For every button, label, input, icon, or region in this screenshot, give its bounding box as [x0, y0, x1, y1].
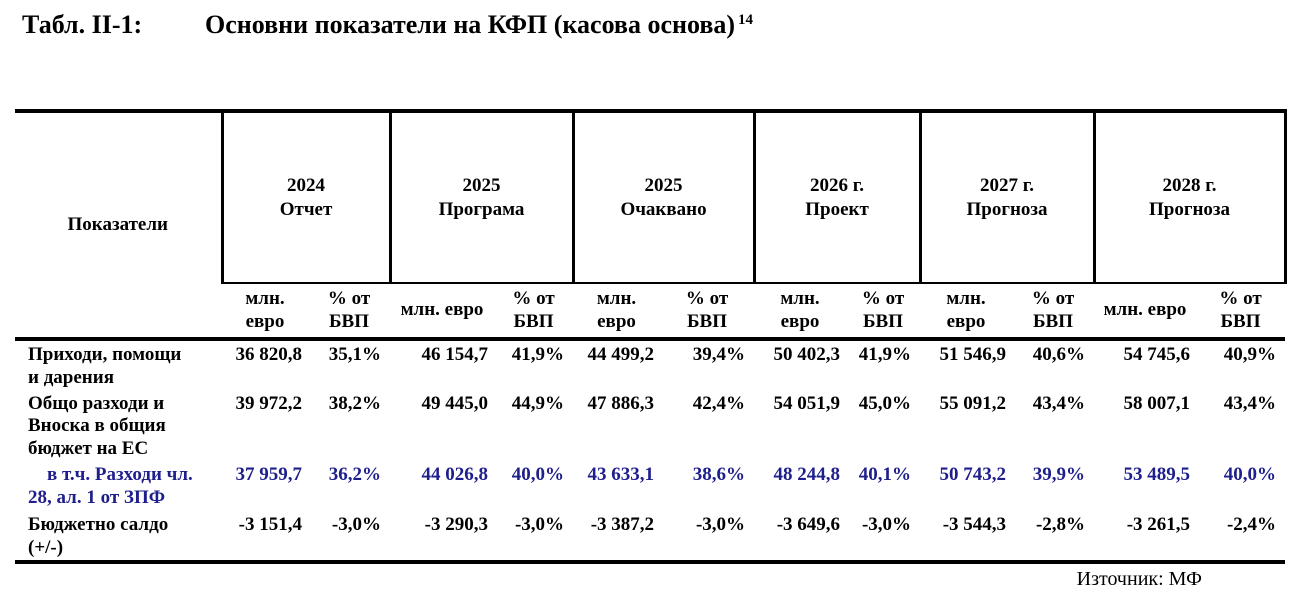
- value-cell: 51 546,9: [939, 344, 1007, 365]
- value-cell: 55 091,2: [939, 392, 1007, 414]
- value-cell: 36,2%: [328, 463, 381, 485]
- value-cell: -3,0%: [331, 513, 381, 535]
- value-cell: -3 290,3: [424, 513, 488, 535]
- subheader-pct-gdp: % от БВП: [1196, 283, 1286, 341]
- year-header-2025-program: 2025 Програма: [388, 111, 574, 284]
- table-row-budget-balance: Бюджетно салдо (+/-) -3 151,4 -3,0% -3 2…: [15, 511, 1285, 562]
- value-cell: 45,0%: [858, 392, 912, 414]
- value-cell: 39 972,2: [235, 392, 303, 414]
- year-header-2024-report: 2024 Отчет: [220, 111, 390, 284]
- value-cell: 40,0%: [1223, 463, 1277, 485]
- value-cell: 46 154,7: [421, 344, 489, 365]
- subheader-mln-euro: млн. евро: [573, 283, 661, 341]
- table-row-expenditures-art28: в т.ч. Разходи чл. 28, ал. 1 от ЗПФ 37 9…: [15, 461, 1285, 511]
- year-header-2026-project: 2026 г. Проект: [752, 111, 921, 284]
- value-cell: 39,9%: [1032, 463, 1086, 485]
- value-cell: 43,4%: [1032, 392, 1086, 414]
- subheader-mln-euro: млн. евро: [390, 283, 494, 341]
- column-header-indicators: Показатели: [15, 111, 222, 341]
- value-cell: -3,0%: [695, 513, 746, 535]
- kfp-indicators-table: Показатели 2024 Отчет 2025 Програма 2025…: [15, 109, 1287, 564]
- value-cell: 35,1%: [328, 344, 381, 365]
- value-cell: 39,4%: [692, 344, 746, 365]
- value-cell: 44 499,2: [587, 344, 655, 365]
- value-cell: 40,1%: [858, 463, 912, 485]
- page-title: Табл. II-1: Основни показатели на КФП (ка…: [22, 10, 753, 40]
- value-cell: 41,9%: [511, 344, 565, 365]
- value-cell: 37 959,7: [235, 463, 303, 485]
- value-cell: -3 544,3: [942, 513, 1007, 535]
- value-cell: 50 402,3: [773, 344, 841, 365]
- value-cell: -3,0%: [514, 513, 565, 535]
- subheader-pct-gdp: % от БВП: [308, 283, 390, 341]
- table-number-label: Табл. II-1:: [22, 10, 143, 39]
- subheader-pct-gdp: % от БВП: [1012, 283, 1095, 341]
- row-label-expenditures: Общо разходи и Вноска в общия бюджет на …: [28, 392, 166, 460]
- year-header-2028-forecast: 2028 г. Прогноза: [1092, 111, 1287, 284]
- subheader-mln-euro: млн. евро: [920, 283, 1013, 341]
- year-header-2025-expected: 2025 Очаквано: [571, 111, 755, 284]
- value-cell: -3,0%: [861, 513, 912, 535]
- value-cell: 43,4%: [1223, 392, 1277, 414]
- value-cell: -2,8%: [1035, 513, 1086, 535]
- unit-subheader-row: млн. евро % от БВП млн. евро % от БВП мл…: [15, 283, 1286, 341]
- value-cell: 38,6%: [692, 463, 746, 485]
- value-cell: -3 261,5: [1126, 513, 1191, 535]
- value-cell: 42,4%: [692, 392, 746, 414]
- value-cell: 49 445,0: [421, 392, 489, 414]
- value-cell: 38,2%: [328, 392, 381, 414]
- subheader-mln-euro: млн. евро: [222, 283, 308, 341]
- value-cell: 43 633,1: [587, 463, 655, 485]
- value-cell: -3 387,2: [590, 513, 655, 535]
- value-cell: 40,9%: [1223, 344, 1277, 365]
- subheader-pct-gdp: % от БВП: [846, 283, 921, 341]
- footnote-reference: 14: [738, 12, 754, 28]
- row-label-budget-balance: Бюджетно салдо (+/-): [28, 513, 169, 558]
- subheader-pct-gdp: % от БВП: [660, 283, 755, 341]
- subheader-pct-gdp: % от БВП: [494, 283, 574, 341]
- value-cell: 36 820,8: [235, 344, 303, 365]
- value-cell: 47 886,3: [587, 392, 655, 414]
- subheader-mln-euro: млн. евро: [754, 283, 847, 341]
- table-row-revenues: Приходи, помощи и дарения 36 820,8 35,1%…: [15, 339, 1285, 390]
- row-label-expenditures-art28: в т.ч. Разходи чл. 28, ал. 1 от ЗПФ: [28, 463, 193, 508]
- value-cell: -2,4%: [1226, 513, 1277, 535]
- row-label-revenues: Приходи, помощи и дарения: [28, 344, 182, 388]
- value-cell: 58 007,1: [1123, 392, 1191, 414]
- value-cell: 44,9%: [511, 392, 565, 414]
- year-header-2027-forecast: 2027 г. Прогноза: [918, 111, 1095, 284]
- source-note: Източник: МФ: [1076, 568, 1202, 590]
- value-cell: 53 489,5: [1123, 463, 1191, 485]
- year-header-row: Показатели 2024 Отчет 2025 Програма 2025…: [15, 111, 1287, 341]
- table-row-expenditures: Общо разходи и Вноска в общия бюджет на …: [15, 390, 1285, 461]
- value-cell: -3 649,6: [776, 513, 841, 535]
- value-cell: 40,6%: [1032, 344, 1086, 365]
- subheader-mln-euro: млн. евро: [1094, 283, 1197, 341]
- value-cell: 41,9%: [858, 344, 912, 365]
- value-cell: 40,0%: [511, 463, 565, 485]
- value-cell: 54 051,9: [773, 392, 841, 414]
- value-cell: 50 743,2: [939, 463, 1007, 485]
- table-title-text: Основни показатели на КФП (касова основа…: [205, 10, 736, 39]
- value-cell: 44 026,8: [421, 463, 489, 485]
- value-cell: -3 151,4: [238, 513, 302, 535]
- value-cell: 54 745,6: [1123, 344, 1191, 365]
- value-cell: 48 244,8: [773, 463, 841, 485]
